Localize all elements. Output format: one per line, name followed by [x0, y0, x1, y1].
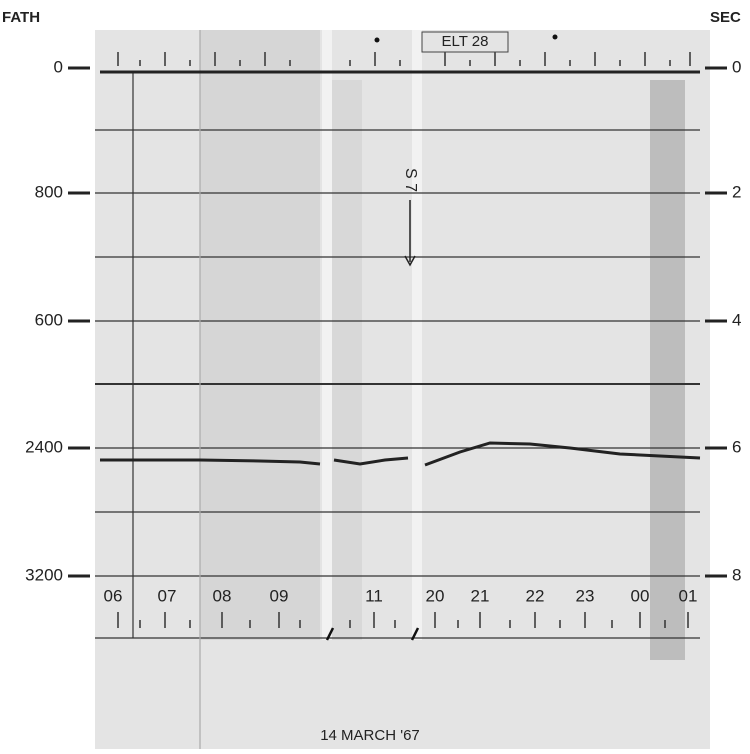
left-tick-marks: [68, 66, 90, 578]
station-label: S 7: [402, 168, 419, 192]
right-axis-title: SEC: [710, 9, 741, 26]
break-marks: [325, 627, 420, 641]
grid-lines: [95, 30, 700, 749]
noise-band: [650, 80, 685, 660]
left-label: 800: [35, 182, 63, 201]
left-label: 600: [35, 310, 63, 329]
header-box: [421, 31, 509, 53]
dot: [374, 37, 380, 43]
left-axis: 0 800 600 2400 3200: [25, 57, 90, 584]
gap: [412, 30, 422, 640]
record-paper: [95, 30, 710, 749]
hour-label: 23: [576, 586, 595, 605]
right-label: 4: [732, 310, 741, 329]
tick-marks: [117, 52, 691, 66]
hour-label: 21: [471, 586, 490, 605]
gap: [322, 30, 332, 640]
noise-band: [200, 30, 320, 640]
left-axis-title: FATH: [2, 9, 40, 26]
right-tick-marks: [705, 66, 727, 578]
top-ticks: [100, 31, 700, 74]
hour-label: 01: [679, 586, 698, 605]
hour-labels: 06 07 08 09 11 20 21 22 23 00 01: [104, 586, 698, 605]
station-arrowhead: [404, 255, 416, 267]
hour-label: 11: [365, 586, 383, 605]
left-label: 3200: [25, 565, 63, 584]
header-label: ELT 28: [442, 33, 489, 50]
left-label: 0: [54, 57, 63, 76]
noise-band: [332, 80, 362, 640]
right-axis: 0 2 4 6 8: [705, 57, 741, 584]
hour-label: 08: [213, 586, 232, 605]
bottom-tick-marks: [117, 612, 689, 628]
hour-label: 20: [426, 586, 445, 605]
right-label: 6: [732, 437, 741, 456]
hour-label: 06: [104, 586, 123, 605]
hour-label: 00: [631, 586, 650, 605]
hour-label: 09: [270, 586, 289, 605]
right-label: 8: [732, 565, 741, 584]
right-label: 0: [732, 57, 741, 76]
dot: [552, 34, 558, 40]
left-label: 2400: [25, 437, 63, 456]
seafloor-reflector: [100, 441, 701, 467]
right-label: 2: [732, 182, 741, 201]
hour-label: 07: [158, 586, 177, 605]
date-label: 14 MARCH '67: [320, 727, 420, 744]
hour-label: 22: [526, 586, 545, 605]
